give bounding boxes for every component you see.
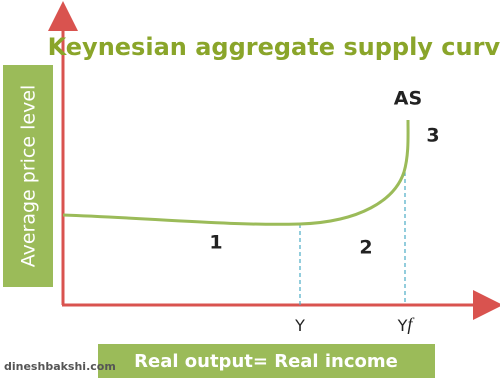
x-axis-label: Real output= Real income (134, 351, 398, 372)
curve-label: AS (394, 88, 422, 110)
marker-label-subscript: f (407, 314, 415, 334)
marker-label-text: Y (397, 316, 408, 335)
as-curve (62, 119, 410, 226)
marker-label-text: Y (294, 316, 305, 335)
y-label-box (3, 65, 53, 287)
region-label: 2 (359, 237, 372, 259)
region-label: 1 (209, 232, 222, 254)
watermark: dineshbakshi.com (4, 360, 116, 373)
y-axis-label: Average price level (18, 85, 40, 268)
marker-label: Yf (397, 314, 416, 334)
region-label: 3 (426, 125, 439, 147)
title: Keynesian aggregate supply curve (48, 33, 500, 61)
x-label-box (98, 344, 435, 378)
marker-label: Y (294, 316, 305, 335)
